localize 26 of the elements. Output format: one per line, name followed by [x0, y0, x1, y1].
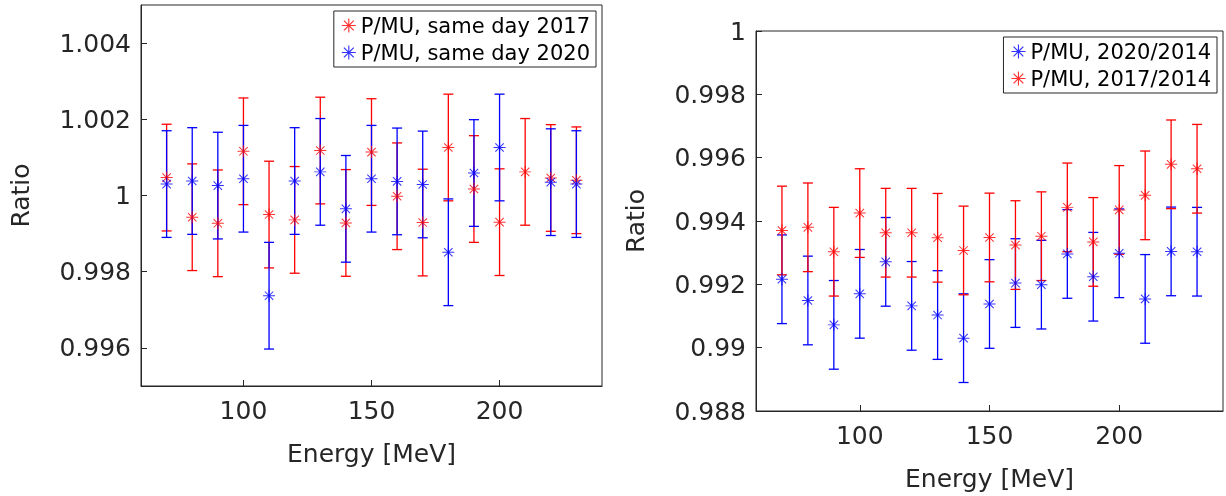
legend-label: P/MU, same day 2017	[360, 13, 590, 38]
x-tick-label: 200	[1095, 421, 1144, 450]
y-tick-label: 1	[730, 16, 746, 46]
x-tick-label: 100	[219, 396, 268, 425]
legend-label: P/MU, 2020/2014	[1030, 39, 1212, 64]
y-tick-label: 0.998	[59, 257, 131, 287]
legend-label: P/MU, same day 2020	[360, 40, 590, 65]
x-axis-title: Energy [MeV]	[286, 439, 457, 468]
y-tick-label: 1	[115, 181, 131, 210]
y-tick-label: 0.998	[674, 79, 746, 109]
y-tick-label: 1.002	[59, 104, 131, 134]
x-tick-label: 100	[835, 421, 884, 450]
y-tick-label: 0.988	[674, 396, 746, 426]
y-tick-label: 0.99	[690, 333, 746, 363]
x-axis-title: Energy [MeV]	[904, 464, 1075, 493]
x-tick-label: 200	[475, 396, 524, 425]
y-tick-label: 0.992	[674, 269, 746, 299]
legend-label: P/MU, 2017/2014	[1030, 66, 1212, 91]
y-tick-label: 0.996	[59, 333, 131, 363]
y-tick-label: 0.994	[674, 206, 746, 236]
y-tick-label: 1.004	[59, 28, 131, 58]
y-tick-label: 0.996	[674, 143, 746, 173]
x-tick-label: 150	[965, 421, 1014, 450]
y-axis-title: Ratio	[6, 163, 35, 228]
y-axis-title: Ratio	[621, 188, 650, 254]
x-tick-label: 150	[347, 396, 396, 425]
